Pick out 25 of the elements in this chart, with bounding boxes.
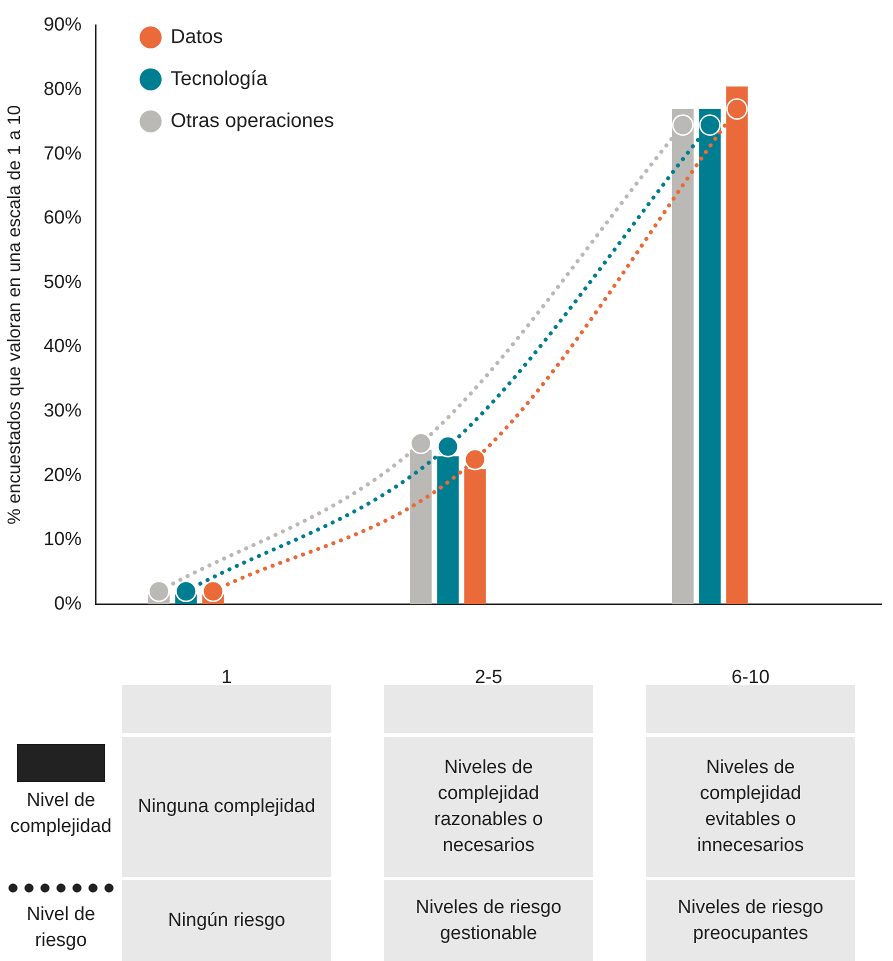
y-tick-label: 60% (44, 208, 82, 229)
y-tick-label: 30% (44, 400, 82, 422)
text: Niveles de riesgo preocupantes (646, 880, 856, 961)
y-tick-label: 90% (44, 14, 82, 36)
y-tick-label: 10% (44, 529, 82, 550)
legend-label: Otras operaciones (170, 110, 334, 132)
text: Ningún riesgo (122, 880, 332, 961)
x-tick-label: 1 (221, 666, 232, 688)
legend-label: Datos (170, 26, 223, 48)
y-tick-label: 80% (44, 78, 82, 100)
y-tick-label: 20% (44, 464, 82, 486)
y-tick-label: 40% (44, 336, 82, 358)
text: Niveles de riesgo gestionable (384, 880, 594, 961)
y-tick-label: 0% (54, 593, 82, 614)
text: Nivel de riesgo (26, 903, 96, 953)
y-tick-label: 50% (44, 272, 82, 293)
x-tick-label: 2-5 (474, 666, 502, 688)
text: Niveles de complejidad evitables o innecesarios (646, 737, 856, 877)
y-axis-title: % encuestados que valoran en una escala de 1 a 10 (4, 105, 24, 524)
y-tick-label: 70% (44, 143, 82, 164)
x-tick-label: 6-10 (732, 666, 770, 688)
text: Nivel de complejidad (9, 789, 113, 839)
text: Niveles de complejidad razonables o necesarios (384, 737, 594, 877)
legend-label: Tecnología (170, 68, 268, 90)
text: Ninguna complejidad (122, 737, 332, 877)
